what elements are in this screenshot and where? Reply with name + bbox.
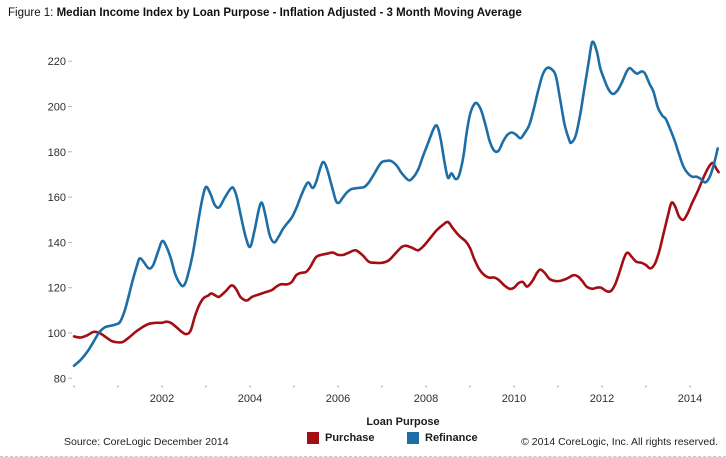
chart-title: Median Income Index by Loan Purpose - In… (56, 7, 522, 19)
y-tick-label: 200 (48, 102, 66, 114)
x-tick-label: 2008 (414, 393, 438, 405)
legend-label-refinance: Refinance (425, 432, 478, 444)
copyright-note: © 2014 CoreLogic, Inc. All rights reserv… (521, 436, 718, 448)
y-tick-label: 140 (48, 237, 66, 249)
x-tick-label: 2002 (150, 393, 174, 405)
y-tick-label: 160 (48, 192, 66, 204)
x-tick-label: 2004 (238, 393, 262, 405)
legend-title: Loan Purpose (366, 416, 440, 428)
refinance-line (72, 40, 719, 368)
purchase-line (72, 161, 720, 344)
legend-item-refinance: Refinance (407, 432, 478, 444)
legend: Purchase Refinance (0, 432, 726, 448)
y-tick-label: 100 (48, 328, 66, 340)
source-note: Source: CoreLogic December 2014 (64, 436, 229, 448)
figure-title: Figure 1: Median Income Index by Loan Pu… (8, 7, 522, 19)
x-tick-label: 2012 (590, 393, 614, 405)
purchase-swatch-icon (307, 432, 319, 444)
legend-label-purchase: Purchase (325, 432, 375, 444)
line-chart: 80 100 120 140 160 180 200 220 2002 2004 2006 2008 2… (48, 40, 720, 405)
x-tick-label: 2014 (678, 393, 702, 405)
x-tick-label: 2006 (326, 393, 350, 405)
figure-number-label: Figure 1: (8, 7, 54, 19)
y-tick-label: 220 (48, 56, 66, 68)
y-tick-label: 80 (54, 373, 66, 385)
y-tick-label: 120 (48, 283, 66, 295)
x-tick-label: 2010 (502, 393, 526, 405)
legend-item-purchase: Purchase (307, 432, 375, 444)
y-tick-label: 180 (48, 147, 66, 159)
refinance-swatch-icon (407, 432, 419, 444)
